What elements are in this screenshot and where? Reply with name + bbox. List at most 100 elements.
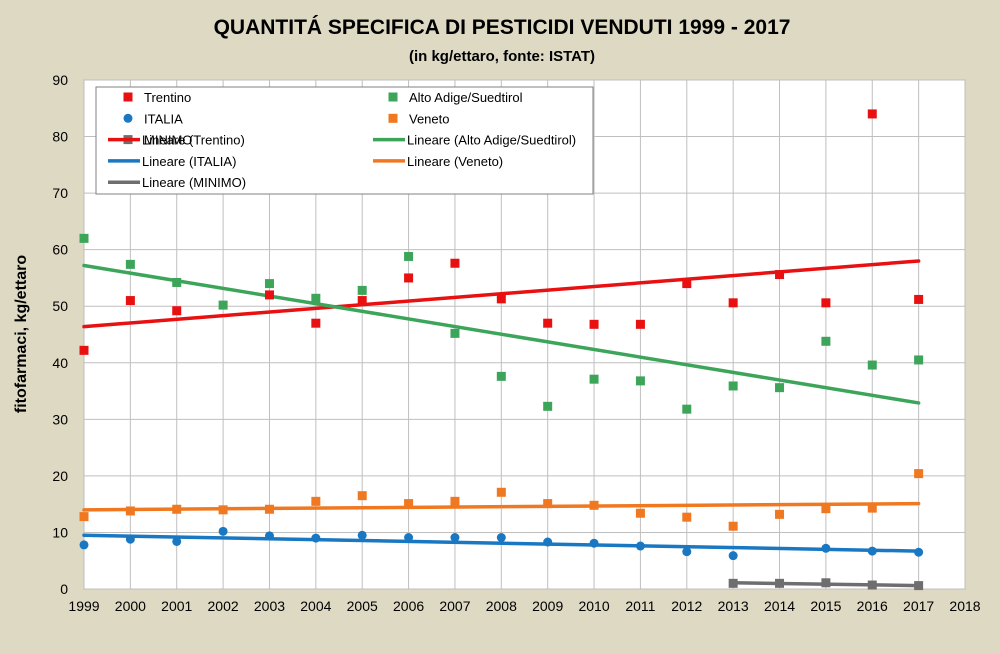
- data-point: [264, 504, 274, 514]
- data-point: [543, 318, 553, 328]
- data-point: [867, 360, 877, 370]
- data-point: [218, 505, 228, 515]
- y-axis-ticks: 0 10 20 30 40 50 60 70 80 90: [52, 72, 68, 597]
- data-point: [496, 294, 506, 304]
- x-axis-ticks: 1999 2000 2001 2002 2003 2004 2005 2006 2007 2008…: [68, 598, 980, 614]
- x-tick-label: 2012: [671, 598, 702, 614]
- x-tick-label: 2017: [903, 598, 934, 614]
- data-point: [775, 578, 785, 588]
- data-point: [914, 469, 924, 479]
- data-point: [867, 546, 877, 556]
- data-point: [79, 345, 89, 355]
- y-tick-label: 70: [52, 185, 68, 201]
- data-point: [404, 273, 414, 283]
- data-point: [79, 512, 89, 522]
- x-tick-label: 2006: [393, 598, 424, 614]
- data-point: [775, 509, 785, 519]
- data-point: [357, 285, 367, 295]
- data-point: [635, 319, 645, 329]
- legend-item-veneto: Veneto: [388, 111, 450, 126]
- data-point: [125, 296, 135, 306]
- x-tick-label: 2000: [115, 598, 146, 614]
- data-point: [589, 374, 599, 384]
- data-point: [543, 537, 553, 547]
- data-point: [867, 109, 877, 119]
- data-point: [404, 499, 414, 509]
- legend-marker: [123, 113, 133, 123]
- trendline-lineare-alto-adige-suedtirol: [82, 263, 921, 405]
- data-point: [821, 336, 831, 346]
- x-tick-label: 2015: [810, 598, 841, 614]
- y-tick-label: 0: [60, 581, 68, 597]
- x-tick-label: 2008: [486, 598, 517, 614]
- legend-item-alto-adige-suedtirol: Alto Adige/Suedtirol: [388, 90, 523, 105]
- legend-label: Trentino: [144, 90, 191, 105]
- data-point: [125, 506, 135, 516]
- y-axis-label: fitofarmaci, kg/ettaro: [13, 255, 30, 413]
- legend-label: Lineare (Alto Adige/Suedtirol): [407, 133, 576, 148]
- data-point: [821, 298, 831, 308]
- y-tick-label: 50: [52, 298, 68, 314]
- data-point: [682, 279, 692, 289]
- series-alto-adige-suedtirol: [79, 233, 924, 414]
- data-point: [821, 578, 831, 588]
- legend-label: Lineare (MINIMO): [142, 175, 246, 190]
- data-point: [589, 500, 599, 510]
- chart-title: QUANTITÁ SPECIFICA DI PESTICIDI VENDUTI …: [214, 16, 791, 39]
- legend-item-lineare-trentino: Lineare (Trentino): [108, 133, 245, 148]
- legend-item-lineare-minimo: Lineare (MINIMO): [108, 175, 246, 190]
- data-point: [218, 526, 228, 536]
- data-point: [357, 296, 367, 306]
- data-point: [914, 581, 924, 591]
- y-tick-label: 10: [52, 524, 68, 540]
- legend-item-lineare-veneto: Lineare (Veneto): [373, 154, 503, 169]
- x-tick-label: 2013: [718, 598, 749, 614]
- data-point: [79, 233, 89, 243]
- x-tick-label: 2014: [764, 598, 795, 614]
- data-point: [450, 496, 460, 506]
- data-point: [821, 504, 831, 514]
- legend-items: Trentino Alto Adige/Suedtirol ITALIA Veneto…: [108, 90, 576, 190]
- data-point: [172, 277, 182, 287]
- data-point: [867, 580, 877, 590]
- legend-item-italia: ITALIA: [123, 111, 183, 126]
- y-tick-label: 30: [52, 411, 68, 427]
- data-point: [172, 504, 182, 514]
- data-point: [914, 294, 924, 304]
- data-point: [79, 540, 89, 550]
- legend-label: Lineare (Trentino): [142, 133, 245, 148]
- data-point: [543, 499, 553, 509]
- y-tick-label: 90: [52, 72, 68, 88]
- data-point: [218, 300, 228, 310]
- legend-marker: [388, 92, 398, 102]
- data-point: [450, 258, 460, 268]
- x-tick-label: 2011: [625, 598, 655, 614]
- series-trentino: [79, 109, 924, 355]
- data-point: [914, 547, 924, 557]
- data-point: [450, 533, 460, 543]
- legend-marker: [388, 113, 398, 123]
- data-point: [682, 404, 692, 414]
- data-point: [589, 319, 599, 329]
- y-tick-label: 60: [52, 242, 68, 258]
- data-point: [125, 534, 135, 544]
- data-point: [867, 503, 877, 513]
- data-point: [589, 538, 599, 548]
- x-tick-label: 2010: [578, 598, 609, 614]
- x-tick-label: 2018: [949, 598, 980, 614]
- data-point: [264, 531, 274, 541]
- y-tick-label: 40: [52, 355, 68, 371]
- legend-label: Lineare (Veneto): [407, 154, 503, 169]
- data-point: [264, 279, 274, 289]
- data-point: [125, 259, 135, 269]
- data-point: [264, 290, 274, 300]
- data-point: [635, 541, 645, 551]
- data-point: [311, 318, 321, 328]
- data-point: [496, 533, 506, 543]
- data-point: [311, 496, 321, 506]
- data-point: [496, 487, 506, 497]
- data-points: [79, 109, 924, 591]
- trendline-lineare-italia: [82, 533, 921, 553]
